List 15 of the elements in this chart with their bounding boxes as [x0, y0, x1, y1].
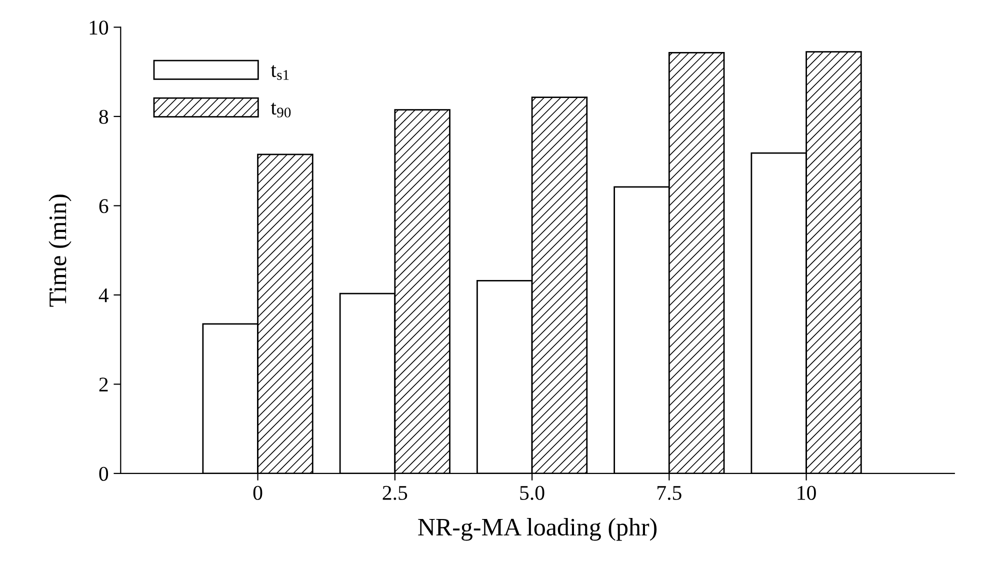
x-axis-title: NR-g-MA loading (phr)	[418, 518, 657, 541]
x-tick-label: 0	[253, 486, 262, 500]
y-tick-label: 10	[90, 20, 108, 35]
y-axis-title: Time (min)	[48, 194, 72, 307]
y-tick-label: 2	[99, 378, 108, 392]
x-tick-label: 7.5	[658, 486, 682, 500]
y-tick-label: 0	[99, 466, 108, 481]
y-tick-label: 8	[99, 110, 108, 124]
x-tick-label: 5.0	[520, 486, 544, 500]
y-tick-label: 4	[98, 288, 109, 302]
y-tick-label: 6	[99, 199, 108, 214]
legend-label: t$_{90}$	[270, 102, 291, 118]
x-tick-label: 10	[798, 486, 816, 500]
x-tick-label: 2.5	[382, 486, 408, 500]
legend-label: t$_{s1}$	[270, 65, 289, 80]
